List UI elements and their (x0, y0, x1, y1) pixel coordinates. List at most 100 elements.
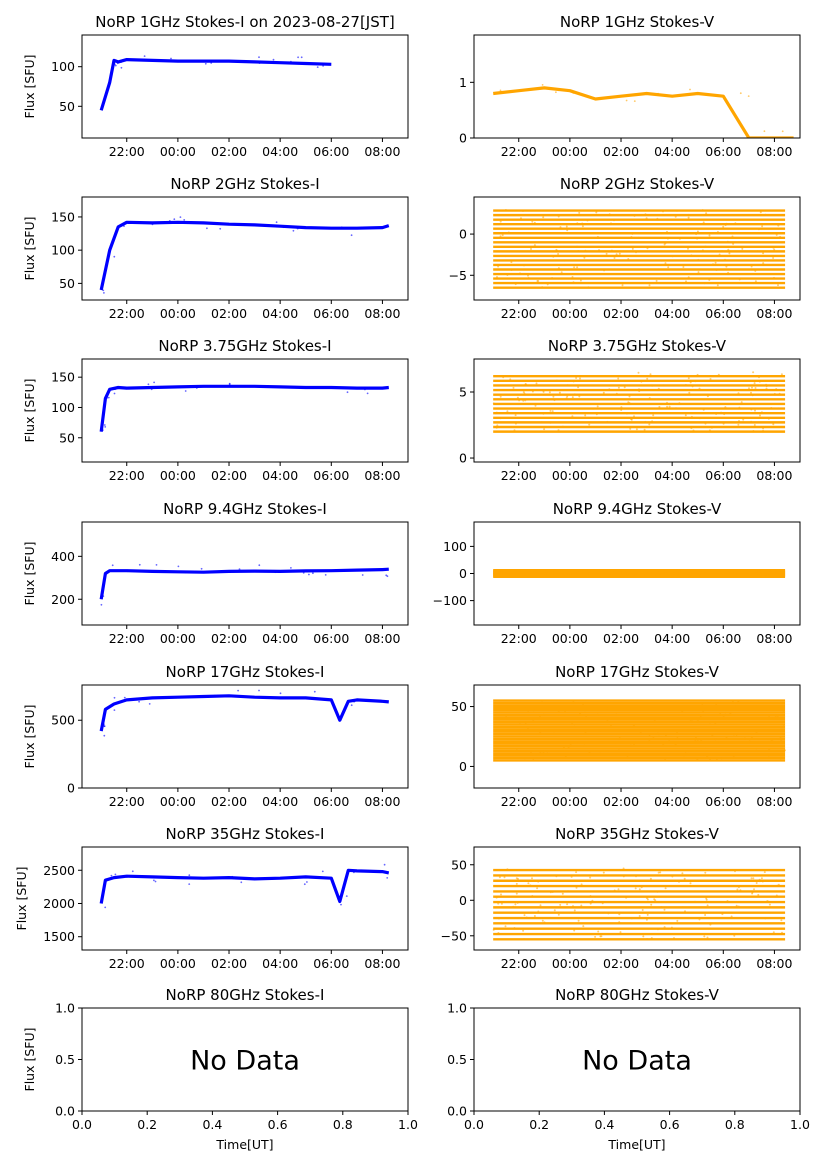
data-point (650, 903, 653, 906)
data-layer (493, 209, 786, 289)
data-point (589, 876, 592, 879)
data-point (754, 409, 756, 412)
data-point (618, 913, 621, 916)
data-point (577, 742, 580, 745)
data-point (635, 251, 637, 254)
data-point (600, 707, 602, 710)
data-point (662, 573, 665, 576)
data-point (623, 742, 626, 744)
data-point (113, 709, 116, 711)
data-point (552, 255, 555, 258)
data-point (764, 213, 767, 216)
data-point (615, 570, 617, 573)
data-point (617, 747, 620, 750)
y-tick-label: 100 (51, 59, 75, 74)
data-point (584, 731, 587, 734)
data-point (492, 402, 495, 405)
data-point (737, 905, 740, 908)
data-point (524, 399, 527, 402)
data-point (768, 903, 771, 906)
data-point (724, 406, 727, 409)
data-point (708, 429, 711, 432)
y-tick-label: 400 (51, 549, 75, 564)
data-point (529, 571, 532, 574)
data-point (366, 392, 369, 395)
data-point (629, 744, 632, 747)
data-point (655, 279, 658, 282)
data-point (727, 271, 730, 274)
data-point (588, 572, 591, 575)
data-point (780, 373, 783, 376)
data-point (386, 877, 389, 879)
data-point (501, 569, 504, 572)
data-point (580, 904, 583, 907)
x-tick-label: 00:00 (552, 956, 588, 971)
data-point (546, 283, 549, 286)
data-point (761, 880, 764, 883)
data-point (504, 255, 507, 258)
data-point (297, 56, 299, 59)
data-point (583, 256, 586, 259)
data-point (600, 704, 603, 707)
data-point (510, 261, 513, 264)
data-point (102, 595, 105, 597)
data-point (120, 66, 123, 69)
data-point (724, 224, 727, 227)
data-point (750, 736, 753, 739)
data-point (510, 269, 513, 271)
data-point (772, 570, 775, 573)
data-point (645, 918, 648, 921)
data-point (737, 392, 740, 395)
data-point (272, 58, 275, 61)
data-point (706, 395, 709, 398)
data-point (783, 749, 786, 752)
data-point (718, 232, 721, 235)
data-point (666, 405, 669, 408)
data-point (518, 399, 521, 402)
data-point (725, 736, 728, 739)
x-tick-label: 08:00 (364, 631, 400, 646)
data-point (596, 235, 599, 238)
data-point (683, 877, 686, 880)
data-point (640, 886, 643, 889)
chart-title: NoRP 35GHz Stokes-I (166, 825, 325, 843)
data-point (500, 890, 503, 893)
data-point (573, 725, 576, 728)
data-point (712, 263, 714, 266)
data-point (501, 234, 504, 237)
data-point (645, 217, 648, 220)
x-tick-label: 22:00 (501, 631, 537, 646)
data-point (678, 880, 680, 883)
data-point (303, 883, 306, 886)
data-point (641, 909, 644, 911)
data-point (638, 390, 641, 393)
data-point (734, 222, 737, 225)
x-tick-label: 08:00 (756, 956, 792, 971)
data-point (639, 732, 642, 734)
data-point (313, 690, 316, 693)
y-tick-label: 0 (67, 781, 75, 796)
data-point (114, 64, 117, 67)
data-point (539, 715, 541, 718)
x-tick-label: 22:00 (109, 306, 145, 321)
data-point (776, 714, 779, 717)
axes-frame (473, 846, 801, 951)
data-point (512, 905, 515, 908)
data-layer (493, 569, 786, 578)
data-point (564, 710, 567, 712)
data-point (782, 725, 785, 728)
data-point (345, 895, 348, 897)
data-point (695, 757, 698, 760)
data-point (629, 922, 632, 925)
chart-panel-3: 22:00 00:00 02:00 04:00 06:00 08:00 −5 0 NoRP 2G… (449, 175, 801, 321)
data-point (775, 233, 778, 236)
x-tick-label: 06:00 (705, 306, 741, 321)
data-point (622, 867, 625, 870)
axes-frame (81, 196, 409, 301)
data-point (138, 563, 141, 566)
data-point (627, 258, 630, 260)
data-point (682, 266, 685, 268)
data-point (153, 879, 155, 882)
data-point (543, 428, 546, 431)
data-point (581, 570, 584, 573)
